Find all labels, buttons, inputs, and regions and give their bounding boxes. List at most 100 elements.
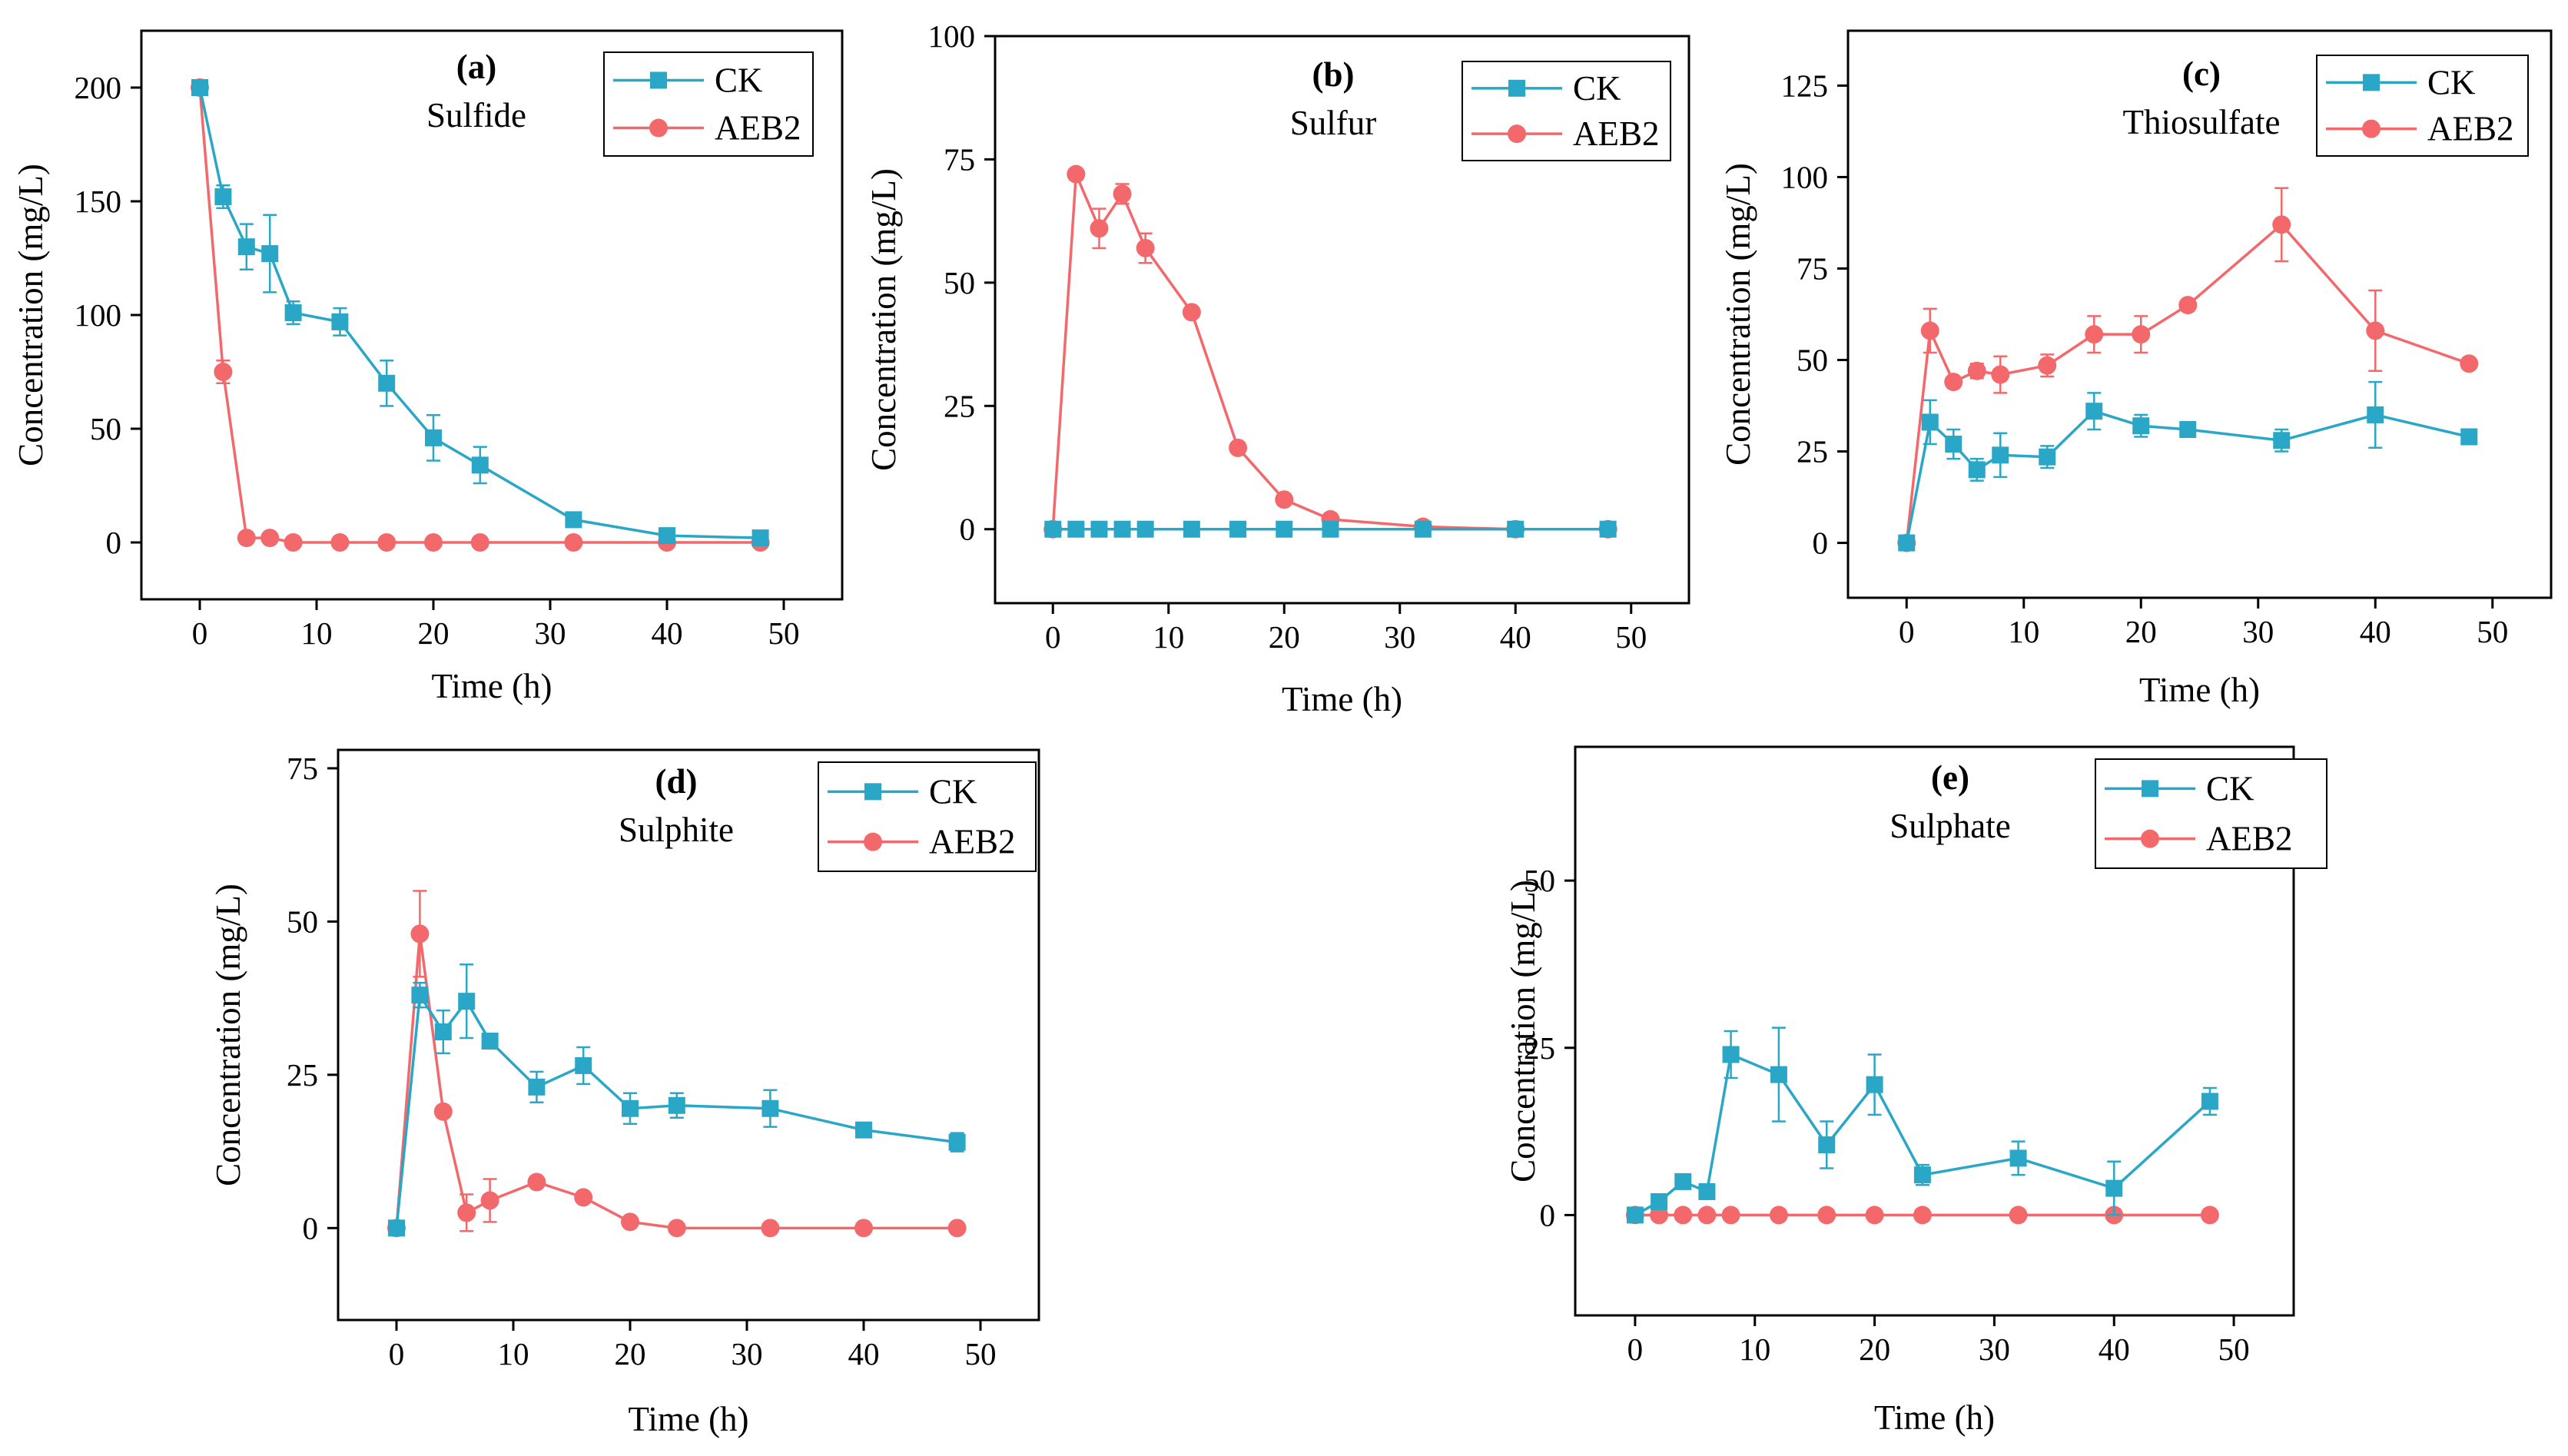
data-point-circle <box>564 533 583 552</box>
y-tick-label: 100 <box>928 18 976 54</box>
legend-marker-circle <box>2141 829 2159 848</box>
legend: CK AEB2 <box>1462 61 1671 161</box>
chart-panel-c: 0 10 20 30 40 50 0 25 50 75 100 125 Time (h) Concentr… <box>1719 29 2553 709</box>
data-point-square <box>411 987 429 1004</box>
panel-letter: (d) <box>655 762 698 801</box>
x-tick-label: 20 <box>615 1336 646 1371</box>
data-point-square <box>622 1099 639 1117</box>
legend-marker-square <box>1508 79 1525 97</box>
data-point-square <box>1507 520 1525 538</box>
x-tick-label: 10 <box>1739 1332 1770 1367</box>
data-point-square <box>2179 420 2197 438</box>
data-point-square <box>1090 520 1108 538</box>
legend-label: CK <box>929 772 977 811</box>
data-point-circle <box>1650 1206 1669 1225</box>
data-point-square <box>458 993 476 1010</box>
legend-marker-circle <box>864 832 882 851</box>
data-point-square <box>1276 520 1293 538</box>
data-point-circle <box>470 533 489 552</box>
data-point-circle <box>260 529 280 548</box>
data-point-square <box>2367 406 2384 423</box>
data-point-circle <box>1182 303 1201 322</box>
data-point-circle <box>1817 1206 1836 1225</box>
data-point-circle <box>854 1219 873 1238</box>
panel-title: Sulfide <box>426 96 526 134</box>
data-point-circle <box>2085 325 2104 344</box>
data-point-square <box>575 1056 592 1074</box>
data-point-square <box>471 456 489 474</box>
data-point-square <box>434 1023 452 1041</box>
x-tick-label: 40 <box>2360 614 2391 649</box>
y-tick-label: 0 <box>303 1210 319 1245</box>
x-tick-label: 20 <box>418 615 450 651</box>
x-tick-label: 20 <box>1269 619 1300 655</box>
data-point-square <box>1992 446 2009 464</box>
data-point-square <box>1674 1172 1692 1190</box>
x-axis-title: Time (h) <box>1874 1398 1995 1437</box>
legend-marker-circle <box>649 118 668 138</box>
data-point-circle <box>761 1219 780 1238</box>
data-point-circle <box>214 363 233 381</box>
data-point-square <box>948 1133 966 1151</box>
data-point-circle <box>667 1219 686 1238</box>
data-point-circle <box>237 529 256 548</box>
data-point-circle <box>457 1203 476 1222</box>
x-tick-label: 10 <box>301 615 333 651</box>
y-tick-label: 0 <box>1540 1197 1556 1232</box>
y-tick-label: 75 <box>287 751 318 786</box>
legend: CK AEB2 <box>2316 55 2529 157</box>
x-tick-label: 30 <box>1979 1332 2010 1367</box>
data-point-square <box>261 245 279 263</box>
y-tick-label: 25 <box>1797 434 1828 469</box>
data-point-square <box>659 527 675 545</box>
y-tick-label: 25 <box>944 388 975 423</box>
plot-frame <box>1846 29 2553 599</box>
data-point-square <box>2132 417 2150 435</box>
chart-panel-b: 0 10 20 30 40 50 0 25 50 75 100 Time (h) Concentrati… <box>864 18 1690 718</box>
legend: CK AEB2 <box>603 51 814 157</box>
data-point-circle <box>1769 1206 1788 1225</box>
x-axis-title: Time (h) <box>628 1400 748 1438</box>
y-tick-label: 25 <box>1524 1030 1555 1066</box>
legend-label: CK <box>715 61 763 99</box>
data-point-circle <box>424 533 443 552</box>
data-point-square <box>1651 1193 1668 1210</box>
data-point-circle <box>1090 219 1109 238</box>
series-line <box>198 87 761 544</box>
data-point-circle <box>621 1212 639 1232</box>
data-point-square <box>2105 1179 2123 1197</box>
x-tick-label: 50 <box>2218 1332 2250 1367</box>
plot-frame <box>1574 745 2295 1317</box>
series-aeb2 <box>1625 1206 2219 1225</box>
data-point-circle <box>2178 296 2198 315</box>
data-point-square <box>1968 461 1986 479</box>
data-point-square <box>1818 1136 1836 1153</box>
legend-marker-square <box>650 71 667 89</box>
data-point-square <box>1913 1166 1931 1184</box>
series-aeb2 <box>387 890 967 1238</box>
data-point-circle <box>1067 164 1086 184</box>
data-point-square <box>481 1032 499 1050</box>
data-point-square <box>1698 1182 1716 1200</box>
data-point-square <box>1626 1206 1644 1224</box>
y-tick-label: 50 <box>90 411 121 446</box>
series-line <box>395 934 957 1230</box>
data-point-square <box>1866 1076 1883 1093</box>
data-point-circle <box>1229 438 1248 457</box>
data-point-circle <box>2132 325 2151 344</box>
data-point-square <box>1770 1066 1787 1083</box>
data-point-circle <box>947 1219 967 1238</box>
x-tick-label: 50 <box>768 615 800 651</box>
data-point-circle <box>1967 361 1986 380</box>
data-point-circle <box>2009 1206 2028 1225</box>
data-point-square <box>1044 520 1062 538</box>
legend-box <box>2316 55 2529 157</box>
y-tick-label: 200 <box>75 70 122 105</box>
x-tick-label: 50 <box>2477 614 2508 649</box>
x-tick-label: 40 <box>848 1336 880 1371</box>
x-tick-label: 10 <box>2008 614 2039 649</box>
data-point-square <box>378 374 396 392</box>
data-point-square <box>1945 436 1962 453</box>
data-point-circle <box>284 533 303 552</box>
data-point-circle <box>1674 1206 1693 1225</box>
